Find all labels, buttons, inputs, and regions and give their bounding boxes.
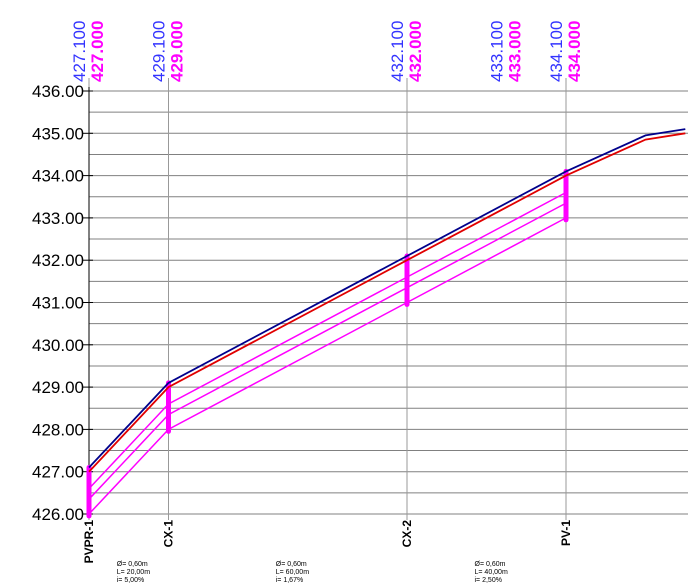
y-tick-label: 430.00 (32, 336, 84, 355)
y-tick-label: 428.00 (32, 420, 84, 439)
node-name-pvpr-1: PVPR-1 (82, 520, 96, 564)
design-elevation-label: 434.000 (565, 21, 584, 82)
design-elevation-label: 433.000 (505, 21, 524, 82)
terrain-elevation-label: 433.100 (487, 21, 506, 82)
pipe-crown-line (88, 191, 567, 490)
y-tick-label: 433.00 (32, 209, 84, 228)
segment-diameter: Ø= 0,60m (276, 561, 307, 568)
top-elevation-labels: 427.100 427.000 429.100 429.000 432.100 432.0… (70, 21, 584, 82)
pipe-invert-line (88, 217, 567, 515)
terrain-elevation-label: 434.100 (547, 21, 566, 82)
y-tick-label: 434.00 (32, 167, 84, 186)
segment-length: L= 40,00m (475, 569, 508, 576)
terrain-profile-line (88, 128, 686, 469)
segment-slope: i= 2,50% (475, 577, 502, 584)
design-elevation-label: 429.000 (168, 21, 187, 82)
terrain-elevation-label: 427.100 (70, 21, 89, 82)
y-tick-label: 427.00 (32, 463, 84, 482)
segment-slope: i= 5,00% (117, 577, 144, 584)
design-profile-line (88, 132, 686, 473)
segment-slope: i= 1,67% (276, 577, 303, 584)
node-names: PVPR-1 CX-1 CX-2 PV-1 (82, 520, 573, 564)
top-label-group-cx-2: 432.100 432.000 (388, 21, 425, 82)
segment-diameter: Ø= 0,60m (117, 561, 148, 568)
segment-length: L= 20,00m (117, 569, 150, 576)
y-tick-label: 431.00 (32, 294, 84, 313)
pipe-axis-line (88, 202, 567, 500)
design-elevation-label: 432.000 (406, 21, 425, 82)
segment-length: L= 60,00m (276, 569, 309, 576)
y-tick-label: 432.00 (32, 251, 84, 270)
terrain-elevation-label: 429.100 (150, 21, 169, 82)
pipe-profile (86, 168, 569, 519)
ground-profiles (88, 128, 686, 473)
design-elevation-label: 427.000 (88, 21, 107, 82)
terrain-elevation-label: 432.100 (388, 21, 407, 82)
y-tick-label: 436.00 (32, 82, 84, 101)
y-tick-label: 435.00 (32, 124, 84, 143)
node-name-cx-2: CX-2 (400, 520, 414, 548)
top-label-group-pv-1: 434.100 434.000 (547, 21, 584, 82)
y-tick-label: 429.00 (32, 378, 84, 397)
elevation-axis: 426.00 427.00 428.00 429.00 430.00 431.00 432.… (32, 82, 93, 524)
y-tick-label: 426.00 (32, 505, 84, 524)
top-label-group-extra-0: 433.100 433.000 (487, 21, 524, 82)
elevation-grid (89, 90, 688, 515)
segment-diameter: Ø= 0,60m (475, 561, 506, 568)
node-name-cx-1: CX-1 (162, 520, 176, 548)
node-name-pv-1: PV-1 (559, 520, 573, 546)
top-label-group-cx-1: 429.100 429.000 (150, 21, 187, 82)
top-label-group-pvpr-1: 427.100 427.000 (70, 21, 107, 82)
